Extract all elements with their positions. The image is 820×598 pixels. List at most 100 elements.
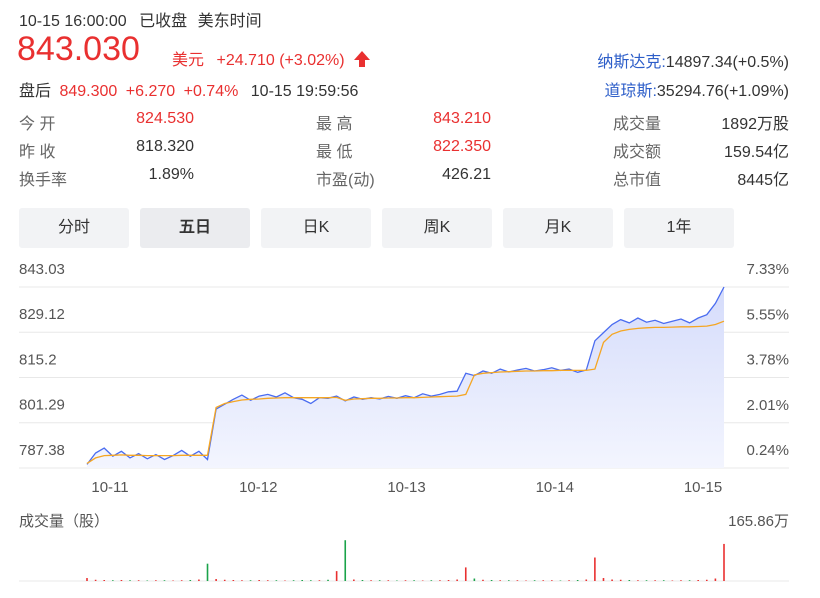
y-tick-label: 829.12 xyxy=(19,306,65,323)
volume-bar xyxy=(180,580,183,581)
index-value: 14897.34(+0.5%) xyxy=(665,54,789,71)
volume-bar xyxy=(430,580,433,581)
volume-bar xyxy=(120,580,123,581)
tab[interactable]: 分时 xyxy=(19,208,129,248)
stat-label: 今 开 xyxy=(19,116,56,133)
volume-bar xyxy=(129,580,131,581)
volume-bar xyxy=(163,580,166,581)
stat-label: 昨 收 xyxy=(19,144,56,161)
y2-tick-label: 7.33% xyxy=(746,261,789,278)
volume-bar xyxy=(645,580,648,581)
stat-label: 最 高 xyxy=(316,116,353,133)
volume-bar xyxy=(155,580,157,581)
stat-value: 843.210 xyxy=(433,110,491,127)
after-change: +6.270 xyxy=(125,83,176,100)
volume-bar xyxy=(327,579,329,581)
volume-bar xyxy=(223,579,226,581)
index-name: 道琼斯: xyxy=(604,83,657,100)
volume-bar xyxy=(585,579,588,581)
x-tick-label: 10-14 xyxy=(536,479,574,496)
volume-bar xyxy=(258,580,260,581)
volume-bar xyxy=(318,580,321,581)
stat-label: 市盈(动) xyxy=(316,172,375,189)
volume-bar xyxy=(413,580,415,581)
index-name: 纳斯达克: xyxy=(597,54,666,71)
tab[interactable]: 日K xyxy=(261,208,371,248)
volume-bar xyxy=(602,578,605,581)
after-time: 10-15 19:59:56 xyxy=(250,83,359,100)
volume-bar xyxy=(137,580,140,581)
volume-bar xyxy=(353,579,355,581)
area xyxy=(87,287,724,468)
time: 10-15 16:00:00 xyxy=(19,13,127,30)
x-tick-label: 10-13 xyxy=(387,479,425,496)
tab[interactable]: 周K xyxy=(382,208,492,248)
y-tick-label: 815.2 xyxy=(19,351,57,368)
volume-bar xyxy=(361,580,364,581)
volume-bar xyxy=(551,580,553,581)
volume-bar xyxy=(232,580,235,581)
stat-label: 总市值 xyxy=(613,172,662,189)
y-tick-label: 801.29 xyxy=(19,397,65,414)
y2-tick-label: 3.78% xyxy=(746,352,789,369)
after-price: 849.300 xyxy=(59,83,118,100)
timezone: 美东时间 xyxy=(197,13,262,30)
stat-value: 1892万股 xyxy=(721,116,789,133)
volume-bar xyxy=(310,580,312,581)
volume-bar xyxy=(112,580,114,581)
tab[interactable]: 五日 xyxy=(140,208,250,248)
volume-bar xyxy=(568,580,570,581)
volume-bar xyxy=(516,580,519,581)
volume-bar xyxy=(370,580,372,581)
volume-bar xyxy=(241,580,243,581)
volume-bar xyxy=(275,580,278,581)
stat-label: 最 低 xyxy=(316,144,353,161)
volume-bar xyxy=(292,580,295,581)
x-tick-label: 10-11 xyxy=(91,479,128,496)
volume-bar xyxy=(637,580,639,581)
tab[interactable]: 月K xyxy=(503,208,613,248)
volume-bar xyxy=(456,579,458,581)
currency: 美元 xyxy=(172,52,205,69)
volume-bar xyxy=(499,580,501,581)
volume-bar xyxy=(662,580,665,581)
x-tick-label: 10-15 xyxy=(684,479,722,496)
index-1[interactable]: 道琼斯:35294.76(+1.09%) xyxy=(604,77,789,101)
volume-bar xyxy=(473,578,476,581)
volume-bar xyxy=(249,580,252,581)
volume-bar xyxy=(344,540,347,581)
y-tick-label: 787.38 xyxy=(19,442,65,459)
volume-bar xyxy=(697,580,699,581)
tab[interactable]: 1年 xyxy=(624,208,734,248)
volume-bar xyxy=(335,571,338,581)
header-line: 10-15 16:00:00 已收盘 美东时间 xyxy=(19,7,262,31)
volume-bar xyxy=(576,580,579,581)
volume-bar xyxy=(723,543,725,581)
volume-bar xyxy=(619,579,622,581)
stat-value: 1.89% xyxy=(148,166,194,183)
after-hours: 盘后 849.300 +6.270 +0.74% 10-15 19:59:56 xyxy=(19,77,358,101)
volume-bar xyxy=(490,580,493,581)
y2-tick-label: 0.24% xyxy=(746,442,789,459)
volume-bar xyxy=(714,578,717,581)
volume-bar xyxy=(542,580,545,581)
y2-tick-label: 2.01% xyxy=(746,397,789,414)
volume-bar xyxy=(705,579,708,581)
price-detail: 美元 +24.710 (+3.02%) xyxy=(172,46,371,70)
volume-bar xyxy=(198,579,200,581)
y-tick-label: 843.03 xyxy=(19,261,65,278)
volume-bar xyxy=(266,580,269,581)
up-arrow xyxy=(354,51,371,67)
index-0[interactable]: 纳斯达克:14897.34(+0.5%) xyxy=(597,48,789,72)
volume-bar xyxy=(387,580,390,581)
after-pct: +0.74% xyxy=(183,83,239,100)
volume-bar xyxy=(103,580,106,581)
stat-value: 818.320 xyxy=(136,138,194,155)
volume-bar xyxy=(206,563,209,581)
volume-bar xyxy=(628,580,631,581)
stat-value: 159.54亿 xyxy=(724,144,789,161)
volume-bar xyxy=(189,580,192,581)
after-label: 盘后 xyxy=(19,83,52,100)
